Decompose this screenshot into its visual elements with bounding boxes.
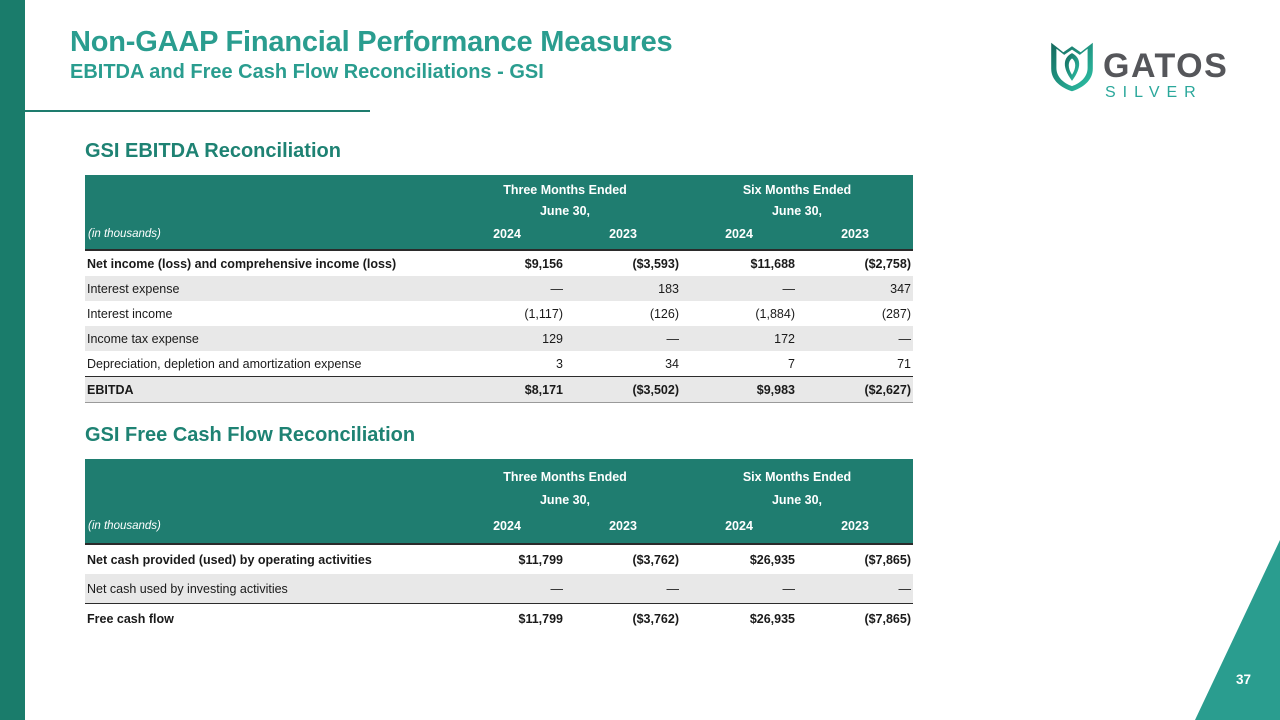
row-label: Interest income: [87, 306, 173, 321]
year-column: 2023: [565, 514, 681, 544]
row-label: EBITDA: [87, 382, 134, 397]
year-column: 2024: [449, 514, 565, 544]
row-value: 7: [788, 356, 795, 371]
table-row: Interest expense — 183 — 347: [85, 276, 913, 301]
row-value: —: [898, 331, 912, 346]
row-value: (1,117): [524, 306, 563, 321]
row-value: ($7,865): [864, 611, 911, 626]
row-value: $26,935: [749, 552, 795, 567]
row-value: $26,935: [749, 611, 795, 626]
row-value: $9,983: [756, 382, 795, 397]
row-value: —: [550, 281, 564, 296]
row-value: (287): [881, 306, 911, 321]
year-column: 2024: [449, 223, 565, 250]
year-column: 2024: [681, 223, 797, 250]
row-value: ($2,627): [864, 382, 911, 397]
row-label: Net cash provided (used) by operating ac…: [87, 552, 372, 567]
row-label: Income tax expense: [87, 331, 199, 346]
row-label: Depreciation, depletion and amortization…: [87, 356, 362, 371]
column-group-three-months: Three Months Ended: [449, 459, 681, 489]
row-value: $9,156: [524, 256, 563, 271]
free-cash-flow-reconciliation-table: Three Months Ended Six Months Ended June…: [85, 459, 913, 633]
header-spacer: [85, 175, 449, 201]
header-spacer: [85, 489, 449, 514]
page-title: Non-GAAP Financial Performance Measures: [70, 26, 673, 58]
table-body: Net income (loss) and comprehensive inco…: [85, 250, 913, 403]
units-note: (in thousands): [85, 514, 449, 544]
row-value: —: [898, 581, 912, 596]
table-row: Income tax expense 129 — 172 —: [85, 326, 913, 351]
date-line: June 30,: [449, 201, 681, 223]
table-header: Three Months Ended Six Months Ended June…: [85, 175, 913, 250]
row-value: 71: [897, 356, 911, 371]
logo-name: GATOS: [1103, 47, 1229, 85]
row-label: Interest expense: [87, 281, 180, 296]
logo-text: GATOS SILVER: [1103, 40, 1228, 101]
corner-triangle-decoration: [1195, 540, 1280, 720]
row-value: $8,171: [524, 382, 563, 397]
page-number: 37: [1236, 672, 1252, 687]
column-group-three-months: Three Months Ended: [449, 175, 681, 201]
row-value: $11,799: [518, 611, 564, 626]
table-row: Net cash used by investing activities — — —…: [85, 574, 913, 604]
gatos-silver-logo: GATOS SILVER: [1046, 40, 1228, 101]
year-column: 2023: [797, 514, 913, 544]
row-value: (126): [649, 306, 679, 321]
row-label: Net income (loss) and comprehensive inco…: [87, 256, 397, 271]
row-label: Free cash flow: [87, 611, 174, 626]
row-value: ($3,502): [632, 382, 679, 397]
ebitda-reconciliation-table: Three Months Ended Six Months Ended June…: [85, 175, 913, 403]
date-line: June 30,: [449, 489, 681, 514]
year-column: 2023: [797, 223, 913, 250]
header-spacer: [85, 459, 449, 489]
row-value: 3: [556, 356, 563, 371]
row-value: ($7,865): [864, 552, 911, 567]
page-subtitle: EBITDA and Free Cash Flow Reconciliation…: [70, 61, 544, 84]
column-group-six-months: Six Months Ended: [681, 459, 913, 489]
row-value: ($3,762): [632, 611, 679, 626]
row-value: ($3,593): [632, 256, 679, 271]
column-group-six-months: Six Months Ended: [681, 175, 913, 201]
row-label: Net cash used by investing activities: [87, 581, 288, 596]
table-row: Interest income (1,117) (126) (1,884) (287): [85, 301, 913, 326]
title-divider: [25, 110, 370, 112]
year-column: 2023: [565, 223, 681, 250]
row-value: —: [666, 581, 680, 596]
table-row: Free cash flow $11,799 ($3,762) $26,935 ($7,…: [85, 603, 913, 634]
logo-tagline: SILVER: [1105, 84, 1203, 101]
row-value: ($2,758): [864, 256, 911, 271]
row-value: ($3,762): [632, 552, 679, 567]
row-value: —: [782, 281, 796, 296]
table-header: Three Months Ended Six Months Ended June…: [85, 459, 913, 544]
row-value: 183: [658, 281, 679, 296]
table-row: Net cash provided (used) by operating ac…: [85, 544, 913, 574]
year-column: 2024: [681, 514, 797, 544]
row-value: —: [782, 581, 796, 596]
section-heading-free-cash-flow: GSI Free Cash Flow Reconciliation: [85, 424, 416, 446]
units-note: (in thousands): [85, 223, 449, 250]
date-line: June 30,: [681, 489, 913, 514]
slide-content: GSI EBITDA Reconciliation Three Months E…: [85, 140, 913, 633]
header-spacer: [85, 201, 449, 223]
gatos-shield-icon: [1051, 42, 1093, 92]
row-value: 347: [890, 281, 911, 296]
row-value: 129: [542, 331, 563, 346]
table-row: Net income (loss) and comprehensive inco…: [85, 250, 913, 276]
row-value: —: [666, 331, 680, 346]
row-value: $11,688: [750, 256, 796, 271]
table-row: Depreciation, depletion and amortization…: [85, 351, 913, 377]
section-heading-ebitda: GSI EBITDA Reconciliation: [85, 140, 341, 162]
title-block: Non-GAAP Financial Performance Measures …: [70, 26, 673, 84]
table-body: Net cash provided (used) by operating ac…: [85, 544, 913, 633]
row-value: $11,799: [518, 552, 564, 567]
row-value: 34: [665, 356, 679, 371]
row-value: —: [550, 581, 564, 596]
row-value: 172: [774, 331, 795, 346]
date-line: June 30,: [681, 201, 913, 223]
left-accent-bar: [0, 0, 25, 720]
table-row: EBITDA $8,171 ($3,502) $9,983 ($2,627): [85, 376, 913, 403]
row-value: (1,884): [755, 306, 795, 321]
